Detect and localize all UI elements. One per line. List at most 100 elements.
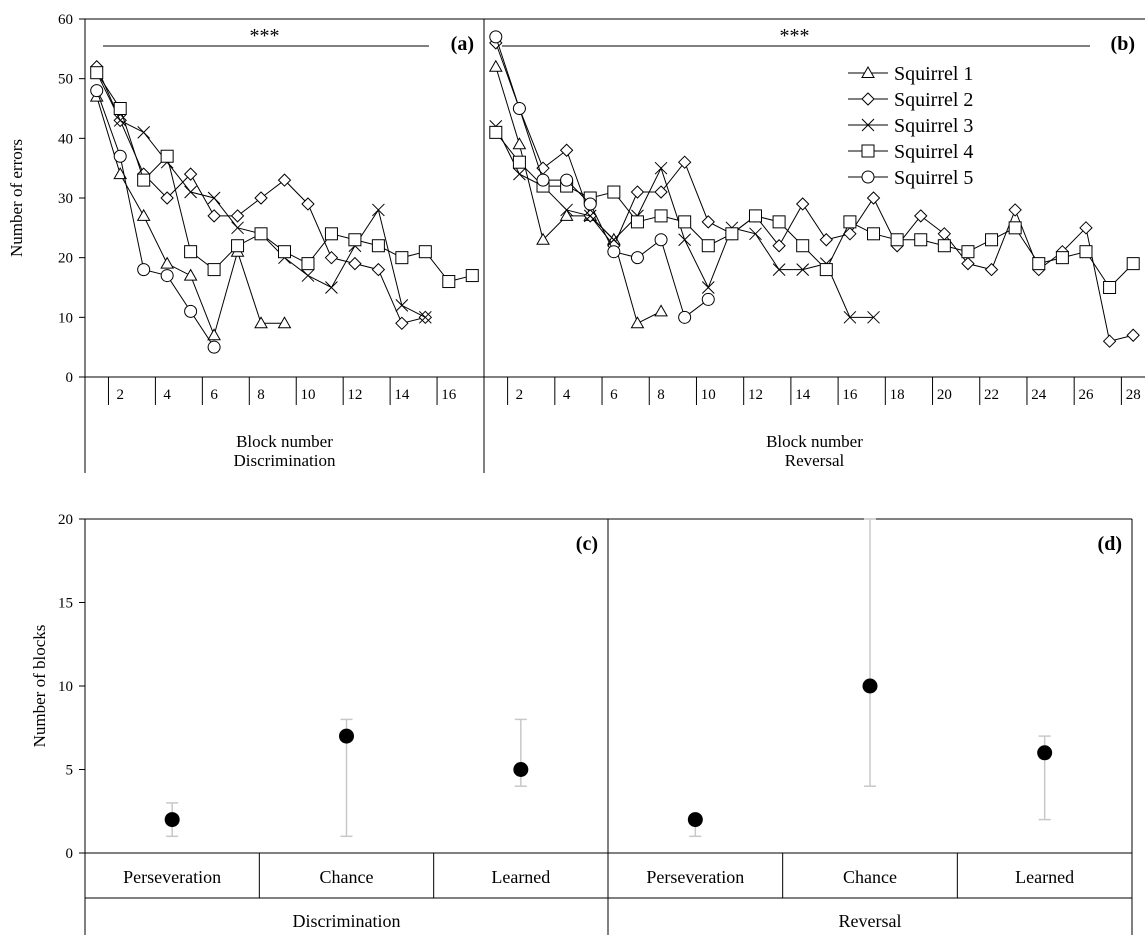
- data-point-s5: [137, 263, 151, 277]
- data-point-s4: [654, 209, 668, 223]
- data-point-s4: [512, 155, 526, 169]
- data-point-s2: [1008, 203, 1022, 217]
- significance-stars: ***: [250, 25, 280, 47]
- data-point-s3: [395, 299, 409, 312]
- bottom-dot-charts: 0 5 10 15 20 Number of blocks Perseveration Cha…: [30, 512, 1133, 935]
- data-point-s2: [348, 256, 362, 271]
- data-point-s2: [1079, 221, 1093, 235]
- data-point-s2: [183, 167, 198, 181]
- data-point-s5: [583, 197, 597, 211]
- legend-marker: [861, 170, 875, 184]
- data-point-s4: [914, 233, 928, 247]
- category-label: Perseveration: [123, 867, 221, 887]
- y-tick-label: 60: [58, 12, 73, 28]
- data-point-s4: [278, 245, 291, 259]
- data-point-s4: [90, 66, 104, 80]
- panel-label: (c): [576, 533, 598, 555]
- data-point-s3: [372, 203, 385, 217]
- data-point: [339, 728, 354, 744]
- data-point-s4: [890, 233, 904, 247]
- data-point-s2: [677, 155, 692, 169]
- data-point-s5: [560, 173, 574, 187]
- data-point-s2: [772, 239, 786, 253]
- panel-label: (d): [1098, 533, 1122, 555]
- group-label: Reversal: [839, 911, 902, 931]
- category-label: Chance: [320, 867, 374, 887]
- series-line-4: [495, 132, 1134, 289]
- data-point-s3: [207, 191, 221, 205]
- category-label: Chance: [843, 867, 897, 887]
- data-point-s5: [654, 233, 668, 247]
- panel-label: (b): [1111, 33, 1135, 55]
- data-point-s1: [136, 208, 151, 221]
- data-point-s4: [113, 102, 127, 115]
- data-point-s4: [1103, 281, 1117, 294]
- data-point-s1: [254, 316, 268, 329]
- category-label: Perseveration: [646, 867, 744, 887]
- legend-entry: Squirrel 4: [894, 141, 973, 163]
- panel-1: 2 4 6 8 10 12 14 16 18 20 22 24 26 28*** (b)Block numb…: [488, 25, 1141, 470]
- data-point: [687, 812, 703, 828]
- data-point-s2: [277, 173, 292, 187]
- data-point-s4: [489, 125, 503, 139]
- legend-entry: Squirrel 1: [894, 63, 973, 85]
- data-point-s3: [231, 221, 244, 235]
- data-point-s3: [301, 269, 315, 282]
- x-tick-label: 6: [610, 387, 618, 403]
- data-point-s4: [418, 245, 432, 259]
- y-tick-label: 40: [58, 131, 73, 147]
- data-point-s3: [184, 185, 197, 199]
- data-point-s2: [1126, 328, 1140, 342]
- data-point-s1: [113, 167, 128, 180]
- data-point-s1: [654, 304, 668, 317]
- data-point-s4: [442, 275, 456, 289]
- data-point-s4: [678, 215, 692, 229]
- data-point-s4: [796, 239, 810, 253]
- category-label: Learned: [491, 867, 550, 887]
- data-point-s5: [113, 149, 127, 163]
- y-tick-label: 0: [66, 370, 74, 386]
- data-point-s2: [324, 250, 339, 265]
- data-point-s4: [324, 227, 338, 241]
- data-point-s1: [160, 256, 175, 269]
- y-tick-label: 20: [58, 251, 73, 267]
- y-tick-label: 15: [58, 596, 73, 612]
- data-point-s2: [371, 262, 386, 277]
- data-point: [513, 762, 529, 777]
- y-tick-label: 10: [58, 679, 73, 695]
- data-point-s4: [395, 251, 409, 265]
- data-point-s4: [725, 227, 739, 241]
- data-point-s4: [819, 263, 833, 277]
- data-point-s4: [748, 209, 762, 223]
- data-point-s5: [489, 30, 503, 44]
- y-tick-label: 5: [66, 763, 74, 779]
- data-point-s2: [843, 227, 857, 241]
- data-point-s3: [796, 263, 810, 276]
- data-point-s5: [160, 269, 174, 283]
- x-tick-label: 22: [984, 387, 999, 403]
- data-point-s1: [536, 232, 550, 245]
- data-point-s2: [654, 185, 668, 199]
- x-tick-label: 28: [1126, 387, 1141, 403]
- panel-0: 2 4 6 8 10 12 14 16 *** (a) Block numberDiscrimina…: [89, 25, 485, 470]
- data-point-s4: [701, 239, 715, 253]
- data-point-s5: [512, 102, 526, 115]
- x-tick-label: 12: [347, 387, 362, 403]
- data-point-s1: [630, 316, 645, 329]
- data-point-s2: [701, 215, 715, 229]
- x-tick-label: 12: [748, 387, 763, 403]
- x-tick-label: 4: [563, 387, 571, 403]
- data-point-s3: [418, 310, 432, 324]
- data-point-s5: [207, 340, 221, 354]
- data-point-s2: [795, 197, 810, 211]
- data-point-s4: [231, 239, 245, 253]
- data-point-s4: [772, 215, 786, 229]
- data-point: [862, 678, 878, 694]
- data-point-s4: [843, 215, 857, 229]
- panel-3: Perseveration Chance Learned Reversal (d): [608, 518, 1132, 931]
- data-point-s2: [395, 316, 409, 331]
- data-point-s3: [113, 114, 127, 127]
- x-tick-label: 16: [842, 387, 858, 403]
- data-point-s2: [207, 209, 221, 223]
